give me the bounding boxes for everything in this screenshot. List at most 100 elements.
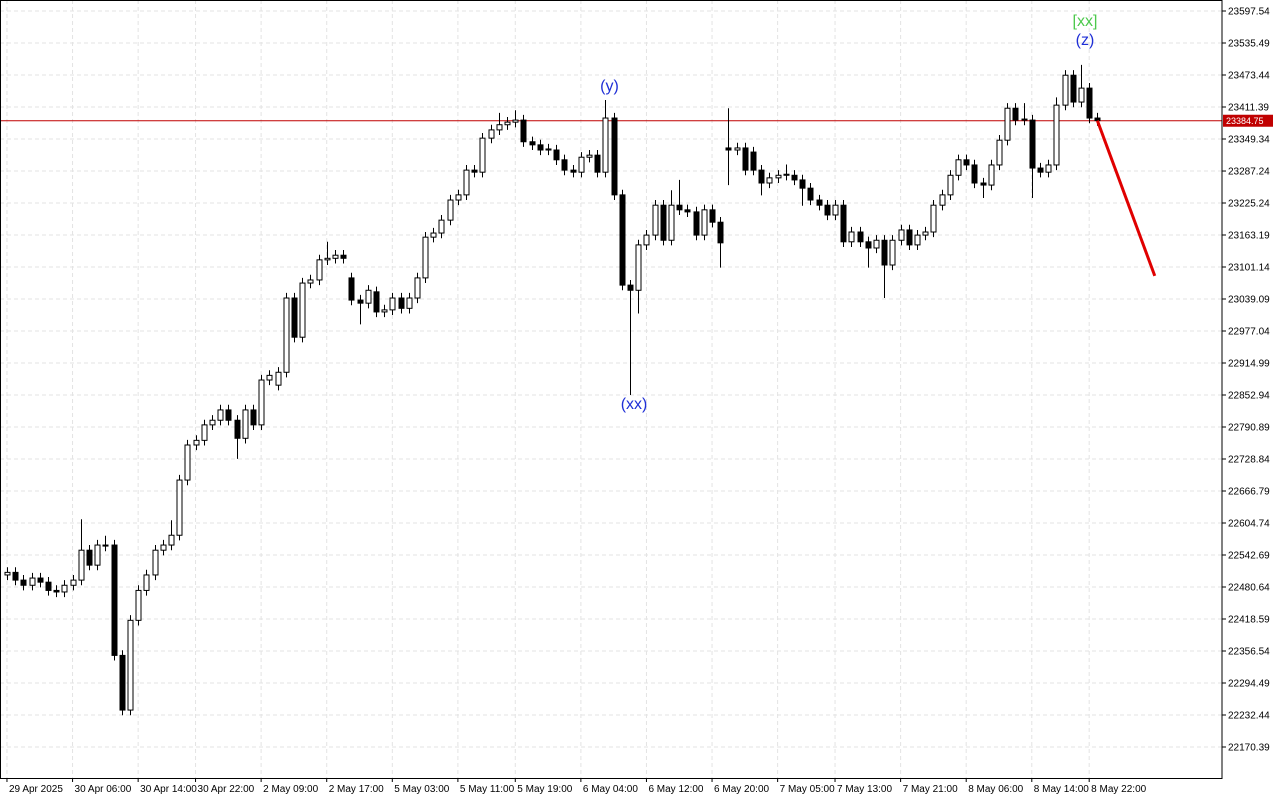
y-tick-label: 23411.39 [1228, 103, 1269, 114]
y-tick-label: 23535.49 [1228, 39, 1270, 50]
forecast-line [1095, 120, 1157, 277]
candle-body [29, 577, 36, 586]
candle-body [53, 589, 60, 593]
x-tick-label: 7 May 05:00 [780, 784, 835, 795]
candle-body [102, 544, 109, 547]
current-price-tag [1223, 114, 1273, 127]
candle-body [816, 199, 823, 206]
candle-body [561, 159, 568, 171]
candle-body [963, 159, 970, 166]
wave-label: [xx] [1073, 13, 1098, 30]
candle-body [307, 279, 314, 284]
candle-body [939, 194, 946, 206]
y-tick-label: 22356.54 [1228, 647, 1270, 658]
candle-body [348, 277, 355, 301]
y-tick-label: 22418.59 [1228, 615, 1270, 626]
x-tick-label: 2 May 17:00 [329, 784, 384, 795]
candle-body [373, 291, 380, 313]
candle-body [898, 229, 905, 241]
candle-body [717, 221, 724, 244]
x-tick-label: 30 Apr 14:00 [140, 784, 197, 795]
candle-body [676, 204, 683, 211]
candle-body [127, 619, 134, 711]
y-tick-label: 22542.69 [1228, 551, 1270, 562]
y-tick-label: 22170.39 [1228, 743, 1270, 754]
candle-body [193, 439, 200, 446]
candle-body [365, 289, 372, 304]
candle-body [471, 169, 478, 173]
candle-body [684, 209, 691, 213]
candle-body [881, 239, 888, 266]
candle-body [86, 549, 93, 566]
y-tick-label: 22728.84 [1228, 455, 1270, 466]
candle-body [668, 204, 675, 241]
y-tick-label: 22852.94 [1228, 391, 1270, 402]
candle-body [971, 164, 978, 184]
candle-body [135, 589, 142, 621]
candle-body [1086, 87, 1093, 119]
candle-body [299, 282, 306, 338]
candle-body [234, 419, 241, 439]
candle-body [143, 574, 150, 591]
candle-body [422, 236, 429, 279]
candle-body [1094, 117, 1101, 122]
plot-frame [0, 0, 1223, 779]
candle-body [619, 194, 626, 286]
y-tick-label: 23039.09 [1228, 295, 1270, 306]
candle-body [627, 284, 634, 291]
candle-body [176, 479, 183, 536]
candle-body [873, 239, 880, 249]
y-tick-label: 23101.14 [1228, 263, 1270, 274]
candle-body [734, 147, 741, 151]
candle-body [430, 232, 437, 238]
candle-body [414, 277, 421, 299]
candle-body [652, 204, 659, 236]
wave-label: (z) [1076, 32, 1095, 49]
x-tick-label: 6 May 04:00 [583, 784, 638, 795]
candle-body [594, 154, 601, 173]
x-tick-label: 29 Apr 2025 [9, 784, 63, 795]
candle-body [930, 204, 937, 233]
candle-body [258, 379, 265, 426]
candle-body [12, 571, 19, 581]
y-tick-label: 23597.54 [1228, 7, 1270, 18]
candle-body [1012, 107, 1019, 121]
wave-label: (y) [600, 78, 619, 95]
candle-body [857, 231, 864, 243]
y-tick-label: 22480.64 [1228, 583, 1270, 594]
candle-body [479, 137, 486, 173]
wave-label: (xx) [621, 396, 648, 413]
y-tick-label: 22666.79 [1228, 487, 1270, 498]
x-tick-label: 8 May 06:00 [968, 784, 1023, 795]
candle-body [504, 121, 511, 126]
y-tick-label: 23163.19 [1228, 231, 1270, 242]
candle-body [45, 581, 52, 591]
candle-body [381, 309, 388, 313]
candle-body [332, 254, 339, 259]
candle-body [865, 241, 872, 249]
candle-body [1021, 118, 1028, 121]
candle-body [529, 141, 536, 146]
candle-body [742, 147, 749, 171]
candle-body [94, 544, 101, 566]
candle-body [447, 199, 454, 221]
candle-body [201, 424, 208, 441]
candle-body [799, 179, 806, 189]
candle-body [701, 209, 708, 236]
candle-body [61, 584, 68, 593]
x-tick-label: 6 May 12:00 [648, 784, 703, 795]
candle-body [840, 204, 847, 243]
candle-body [1037, 167, 1044, 173]
x-tick-label: 2 May 09:00 [263, 784, 318, 795]
candle-body [324, 257, 331, 261]
candle-body [488, 129, 495, 139]
candle-body [70, 579, 77, 586]
candle-body [660, 204, 667, 241]
candle-body [693, 211, 700, 236]
candle-body [119, 654, 126, 711]
candle-body [775, 174, 782, 179]
candle-body [635, 244, 642, 291]
y-tick-label: 22232.44 [1228, 711, 1270, 722]
candle-body [947, 174, 954, 196]
